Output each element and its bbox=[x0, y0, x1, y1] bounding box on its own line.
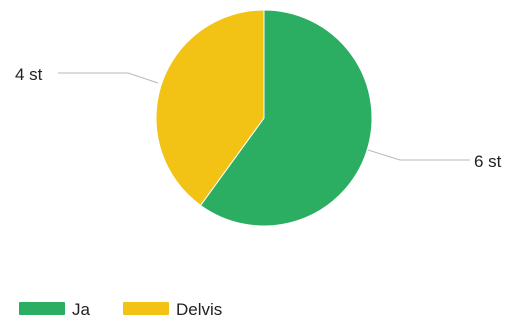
pie-slice-delvis bbox=[155, 9, 265, 207]
legend-swatch-delvis bbox=[123, 302, 169, 315]
leader-line-ja bbox=[367, 149, 470, 161]
data-label-ja: 6 st bbox=[474, 152, 502, 171]
data-labels: 6 st 4 st bbox=[15, 65, 502, 171]
legend: Ja Delvis bbox=[19, 300, 222, 319]
legend-item-ja: Ja bbox=[19, 300, 91, 319]
leader-line-delvis bbox=[58, 72, 159, 84]
pie-slices bbox=[155, 9, 373, 227]
legend-label-delvis: Delvis bbox=[176, 300, 222, 319]
legend-label-ja: Ja bbox=[72, 300, 91, 319]
data-label-delvis: 4 st bbox=[15, 65, 43, 84]
pie-slice-ja bbox=[199, 9, 373, 227]
legend-swatch-ja bbox=[19, 302, 65, 315]
legend-item-delvis: Delvis bbox=[123, 300, 222, 319]
leader-lines bbox=[58, 72, 470, 161]
